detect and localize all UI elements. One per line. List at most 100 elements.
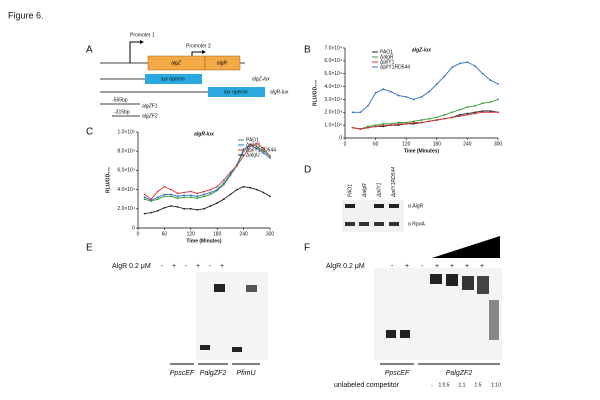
data-point (222, 179, 225, 181)
data-point (435, 83, 438, 85)
legend-label: ΔpilY1RD544 (380, 64, 410, 70)
chart-title: algZ-lux (412, 47, 431, 53)
band (446, 274, 458, 286)
data-point (481, 72, 484, 75)
lane-sign: - (161, 263, 164, 270)
data-point (390, 90, 392, 93)
data-point (249, 145, 252, 148)
data-point (466, 113, 469, 116)
x-tick-label: 120 (402, 141, 411, 147)
arrowhead (202, 50, 206, 54)
data-point (156, 209, 159, 212)
data-point (163, 193, 166, 196)
data-point (382, 88, 385, 91)
panel-label: D (304, 165, 311, 176)
band (386, 330, 396, 338)
lane-sign: - (391, 263, 394, 270)
y-tick-label: 8.0×10⁴ (117, 149, 135, 155)
y-tick-label: 1.0×10⁴ (324, 122, 342, 128)
band (200, 345, 210, 350)
data-point (163, 206, 166, 209)
x-tick-label: 180 (213, 231, 222, 237)
y-tick-label: 2.0×10⁴ (117, 206, 135, 212)
legend-label: ΔpilY1RD544 (246, 147, 276, 153)
data-point (474, 65, 476, 67)
data-point (196, 195, 199, 198)
data-point (382, 124, 385, 127)
data-point (474, 104, 476, 107)
data-point (236, 164, 238, 167)
lane-sign: + (220, 263, 224, 270)
y-axis-label: RLU/OD₆₀₀ (312, 80, 318, 106)
data-point (351, 126, 354, 129)
emsa-gel-e (196, 272, 268, 360)
data-point (189, 196, 192, 199)
lane-label: ΔalgR (362, 183, 368, 198)
data-point (412, 98, 415, 101)
data-point (367, 104, 369, 107)
data-point (183, 194, 186, 197)
x-tick-label: 0 (137, 231, 140, 237)
data-point (390, 122, 392, 125)
data-point (203, 193, 205, 196)
data-point (150, 198, 153, 201)
data-point (420, 119, 423, 121)
competitor-ratio: 1:5 (475, 382, 482, 388)
y-tick-label: 4.0×10⁴ (117, 187, 135, 193)
data-point (143, 212, 146, 215)
protein-label: AlgR 0.2 μM (326, 263, 365, 270)
lane-sign: + (480, 263, 484, 270)
lane-sign: + (405, 263, 409, 270)
y-tick-label: 0 (132, 225, 135, 231)
data-point (176, 197, 179, 200)
data-point (397, 121, 400, 124)
data-point (397, 122, 400, 125)
data-point (412, 122, 415, 125)
data-point (374, 125, 377, 128)
data-point (428, 120, 431, 123)
band-label: α RpoA (408, 221, 425, 227)
data-point (382, 125, 385, 128)
data-point (209, 193, 212, 196)
data-point (203, 195, 205, 198)
data-point (466, 112, 469, 115)
data-point (443, 113, 446, 116)
data-point (196, 197, 199, 200)
data-point (170, 193, 172, 196)
panel-label: E (86, 243, 93, 254)
data-point (209, 191, 212, 194)
data-point (183, 207, 186, 210)
fragment-length: -315bp (114, 109, 130, 115)
data-point (183, 196, 186, 199)
x-tick-label: 60 (162, 231, 168, 237)
panel-a: Promoter 1 Promoter 2 algZ algR lux oper… (100, 32, 289, 119)
data-point (458, 108, 461, 111)
series-line (352, 111, 498, 130)
data-point (189, 207, 192, 210)
data-point (156, 190, 159, 193)
data-point (236, 188, 238, 191)
data-point (435, 119, 438, 121)
gene-label: algR (217, 60, 228, 66)
series-line (144, 186, 271, 215)
data-point (189, 190, 192, 193)
series-line (352, 61, 499, 113)
data-point (367, 125, 369, 128)
lux-box (208, 87, 265, 97)
x-tick-label: 180 (433, 141, 442, 147)
y-tick-label: 6.0×10⁴ (324, 58, 342, 64)
data-point (466, 61, 469, 64)
data-point (222, 198, 225, 201)
legend-label: ΔalgR (380, 54, 394, 60)
data-point (216, 188, 219, 191)
band (374, 204, 384, 208)
band (389, 222, 399, 226)
data-point (451, 66, 453, 69)
series-line (144, 144, 271, 201)
data-point (428, 117, 431, 120)
series-line (352, 99, 499, 130)
promoter-label: Promoter 1 (130, 32, 155, 38)
arrowhead (140, 40, 144, 44)
data-point (163, 195, 166, 198)
